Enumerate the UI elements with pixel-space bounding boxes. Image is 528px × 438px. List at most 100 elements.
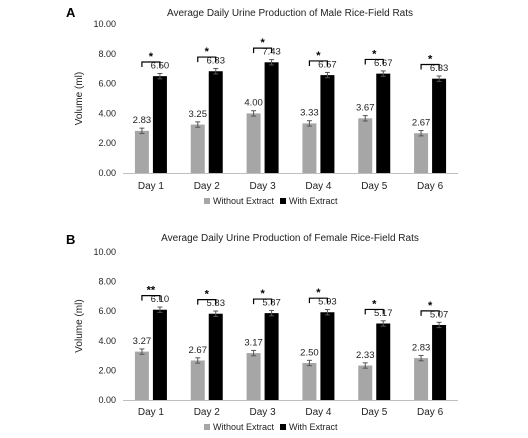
category-label: Day 2 xyxy=(194,181,221,192)
y-tick-label: 10.00 xyxy=(93,247,116,257)
y-tick-label: 2.00 xyxy=(98,365,116,375)
data-label: 2.67 xyxy=(189,345,208,356)
data-label: 2.83 xyxy=(133,115,152,126)
significance-marker: * xyxy=(428,54,433,66)
y-tick-label: 0.00 xyxy=(98,395,116,405)
bar-without-extract xyxy=(134,351,149,400)
data-label: 3.33 xyxy=(300,108,319,119)
significance-bracket xyxy=(420,63,440,70)
bar-with-extract xyxy=(208,71,223,173)
data-label: 3.27 xyxy=(133,336,152,347)
chart-title: Average Daily Urine Production of Male R… xyxy=(167,8,413,19)
data-label: 4.00 xyxy=(244,98,263,109)
significance-marker: * xyxy=(428,300,433,312)
data-label: 3.25 xyxy=(189,109,208,120)
bar-without-extract xyxy=(190,360,205,400)
category-label: Day 3 xyxy=(250,407,277,418)
category-label: Day 1 xyxy=(138,181,165,192)
bar-without-extract xyxy=(358,365,373,400)
y-tick-label: 10.00 xyxy=(93,19,116,29)
bar-without-extract xyxy=(414,358,429,400)
bar-with-extract xyxy=(376,323,391,400)
chart-panel-a: A Average Daily Urine Production of Male … xyxy=(66,5,458,206)
bar-without-extract xyxy=(302,363,317,400)
y-tick-label: 0.00 xyxy=(98,168,116,178)
bar-with-extract xyxy=(320,312,335,400)
significance-bracket xyxy=(141,61,161,67)
significance-marker: * xyxy=(260,37,265,49)
legend-swatch xyxy=(204,198,210,204)
panel-letter: B xyxy=(66,232,75,247)
category-label: Day 6 xyxy=(417,407,444,418)
significance-bracket xyxy=(197,56,217,63)
data-label: 3.67 xyxy=(356,103,375,114)
legend-swatch xyxy=(280,198,286,204)
legend-label: With Extract xyxy=(289,196,338,206)
significance-marker: * xyxy=(372,298,377,310)
significance-bracket xyxy=(420,310,440,316)
significance-marker: * xyxy=(149,51,154,63)
significance-marker: * xyxy=(316,50,321,62)
bar-with-extract xyxy=(320,75,335,173)
bar-with-extract xyxy=(432,78,447,173)
y-tick-label: 8.00 xyxy=(98,277,116,287)
bar-without-extract xyxy=(246,113,261,173)
y-tick-label: 6.00 xyxy=(98,306,116,316)
bar-without-extract xyxy=(246,353,261,400)
legend-label: Without Extract xyxy=(213,196,275,206)
category-label: Day 4 xyxy=(305,181,332,192)
y-tick-label: 4.00 xyxy=(98,108,116,118)
bar-without-extract xyxy=(190,124,205,173)
data-label: 2.67 xyxy=(412,118,431,129)
bar-without-extract xyxy=(302,123,317,173)
data-label: 2.50 xyxy=(300,347,319,358)
significance-marker: ** xyxy=(147,285,156,297)
significance-bracket xyxy=(141,295,161,301)
panel-letter: A xyxy=(66,5,76,20)
bar-without-extract xyxy=(134,130,149,173)
y-tick-label: 2.00 xyxy=(98,138,116,148)
significance-marker: * xyxy=(260,288,265,300)
significance-marker: * xyxy=(205,289,210,301)
category-label: Day 2 xyxy=(194,407,221,418)
bar-with-extract xyxy=(376,73,391,173)
significance-marker: * xyxy=(316,287,321,299)
significance-bracket xyxy=(308,60,329,66)
category-label: Day 1 xyxy=(138,407,165,418)
significance-bracket xyxy=(364,58,384,65)
y-axis-label: Volume (ml) xyxy=(74,72,85,125)
y-tick-label: 8.00 xyxy=(98,49,116,59)
y-axis-label: Volume (ml) xyxy=(74,299,85,352)
bar-with-extract xyxy=(152,309,167,400)
bar-with-extract xyxy=(264,313,279,400)
significance-marker: * xyxy=(205,46,210,58)
legend-label: Without Extract xyxy=(213,422,275,432)
bar-with-extract xyxy=(264,62,279,173)
category-label: Day 4 xyxy=(305,407,332,418)
y-tick-label: 6.00 xyxy=(98,79,116,89)
y-tick-label: 4.00 xyxy=(98,336,116,346)
bar-without-extract xyxy=(414,133,429,173)
significance-marker: * xyxy=(372,48,377,60)
category-label: Day 3 xyxy=(250,181,277,192)
chart-title: Average Daily Urine Production of Female… xyxy=(161,233,419,244)
significance-bracket xyxy=(364,308,384,315)
data-label: 2.33 xyxy=(356,350,375,361)
legend-swatch xyxy=(280,424,286,430)
category-label: Day 5 xyxy=(361,407,388,418)
category-label: Day 6 xyxy=(417,181,444,192)
legend-swatch xyxy=(204,424,210,430)
chart-panel-b: B Average Daily Urine Production of Femal… xyxy=(66,232,458,432)
data-label: 2.83 xyxy=(412,342,431,353)
bar-with-extract xyxy=(208,313,223,400)
legend-label: With Extract xyxy=(289,422,338,432)
significance-bracket xyxy=(252,47,273,54)
significance-bracket xyxy=(197,299,217,305)
bar-with-extract xyxy=(152,76,167,173)
significance-bracket xyxy=(252,298,273,305)
category-label: Day 5 xyxy=(361,181,388,192)
data-label: 3.17 xyxy=(244,337,263,348)
bar-with-extract xyxy=(432,324,447,400)
significance-bracket xyxy=(308,297,329,304)
